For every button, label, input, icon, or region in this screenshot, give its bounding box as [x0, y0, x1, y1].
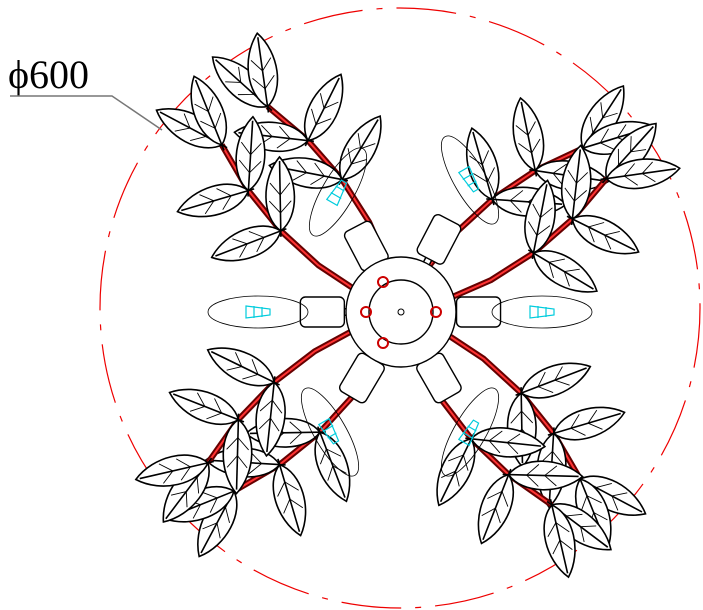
diameter-label: ϕ600 [8, 52, 89, 97]
socket [415, 213, 462, 266]
bulb-candle [246, 306, 270, 318]
bulb [208, 296, 308, 328]
socket [457, 297, 501, 327]
hub [369, 280, 433, 344]
leader-line [10, 96, 162, 130]
chandelier-top-view: ϕ600 [0, 0, 703, 610]
socket [300, 297, 344, 327]
page: {"dimension": {"label": "ϕ600"}} ϕ600 ((… [0, 0, 703, 610]
bulb [492, 296, 592, 328]
bulb-glass [492, 296, 592, 328]
bulb-glass [208, 296, 308, 328]
bulb-candle [530, 306, 554, 318]
